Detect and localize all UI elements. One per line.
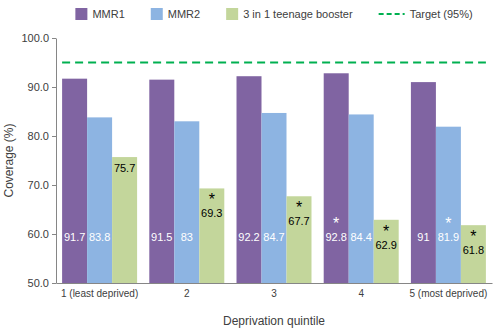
data-label: 91.7: [64, 231, 85, 243]
bar: [349, 114, 374, 283]
y-tick: 70.0: [28, 179, 56, 191]
y-tick: 90.0: [28, 81, 56, 93]
marks: [62, 63, 486, 284]
y-axis: 50.0 60.0 70.0 80.0 90.0 100.0: [21, 32, 56, 289]
data-label: 91: [417, 231, 429, 243]
data-label: 84.4: [350, 231, 371, 243]
x-axis-line: [57, 283, 493, 284]
x-tick: 2: [184, 283, 190, 299]
y-tick: 80.0: [28, 130, 56, 142]
data-label: 83.8: [89, 231, 110, 243]
annotation: *: [296, 199, 302, 216]
bar: [411, 82, 436, 283]
y-tick-label: 50.0: [28, 277, 49, 289]
data-label: 92.8: [325, 231, 346, 243]
y-tick-mark: [52, 87, 56, 88]
y-tick-mark: [52, 185, 56, 186]
data-label: 67.7: [288, 215, 309, 227]
legend-item: 3 in 1 teenage booster: [226, 8, 353, 20]
bar: [374, 220, 399, 283]
y-tick-label: 90.0: [28, 81, 49, 93]
y-tick-mark: [52, 234, 56, 235]
x-tick-label: 5 (most deprived): [409, 288, 487, 299]
legend-label: 3 in 1 teenage booster: [243, 8, 353, 20]
y-tick-mark: [52, 283, 56, 284]
x-tick: 4: [358, 283, 364, 299]
annotation: *: [445, 215, 451, 232]
x-tick: 1 (least deprived): [61, 283, 138, 299]
x-tick-label: 2: [184, 288, 190, 299]
data-label: 84.7: [263, 231, 284, 243]
y-tick-label: 100.0: [21, 32, 49, 44]
labels: 91.791.592.292.8*9183.88384.784.481.9*75…: [64, 162, 484, 256]
bar: [112, 157, 137, 283]
bar: [286, 196, 311, 283]
legend-symbol: [379, 13, 405, 15]
bar: [199, 188, 224, 283]
y-tick-label: 70.0: [28, 179, 49, 191]
data-label: 62.9: [375, 239, 396, 251]
x-tick-label: 3: [271, 288, 277, 299]
bar: [237, 76, 262, 283]
annotation: *: [470, 228, 476, 245]
y-tick: 50.0: [28, 277, 56, 289]
y-axis-title: Coverage (%): [2, 123, 16, 197]
legend-label: MMR2: [168, 8, 200, 20]
legend: MMR1 MMR2 3 in 1 teenage booster Target (95…: [75, 8, 472, 20]
annotation: *: [209, 191, 215, 208]
legend-symbol: [151, 8, 163, 20]
target-line: [62, 62, 486, 64]
legend-symbol: [75, 8, 87, 20]
legend-label: Target (95%): [410, 8, 473, 20]
bar: [149, 80, 174, 283]
y-tick-mark: [52, 136, 56, 137]
bar: [87, 117, 112, 283]
x-axis: 1 (least deprived) 2 3 4 5 (most deprived): [57, 283, 493, 299]
annotation: *: [333, 215, 339, 232]
legend-symbol: [226, 8, 238, 20]
legend-item: MMR1: [75, 8, 124, 20]
data-label: 83: [181, 231, 193, 243]
legend-label: MMR1: [92, 8, 124, 20]
data-label: 91.5: [151, 231, 172, 243]
chart: 50.0 60.0 70.0 80.0 90.0 100.0 1 (least depriv…: [0, 0, 500, 335]
x-tick-label: 1 (least deprived): [61, 288, 138, 299]
x-tick-label: 4: [358, 288, 364, 299]
bar: [461, 225, 486, 283]
bar: [174, 121, 199, 283]
y-tick-label: 80.0: [28, 130, 49, 142]
bar: [436, 127, 461, 283]
annotation: *: [383, 223, 389, 240]
x-axis-title: Deprivation quintile: [223, 314, 325, 328]
bar: [262, 113, 287, 283]
y-axis-line: [56, 39, 57, 284]
plot: 50.0 60.0 70.0 80.0 90.0 100.0 1 (least depriv…: [21, 32, 492, 299]
data-label: 81.9: [438, 231, 459, 243]
y-tick: 100.0: [21, 32, 56, 44]
x-tick: 5 (most deprived): [409, 283, 487, 299]
y-tick-label: 60.0: [28, 228, 49, 240]
data-label: 61.8: [463, 244, 484, 256]
data-label: 92.2: [238, 231, 259, 243]
bar: [324, 73, 349, 283]
data-label: 69.3: [201, 207, 222, 219]
legend-item: MMR2: [151, 8, 200, 20]
data-label: 75.7: [114, 162, 135, 174]
x-tick: 3: [271, 283, 277, 299]
bar: [62, 79, 87, 283]
legend-item: Target (95%): [379, 8, 473, 20]
y-tick-mark: [52, 38, 56, 39]
y-tick: 60.0: [28, 228, 56, 240]
